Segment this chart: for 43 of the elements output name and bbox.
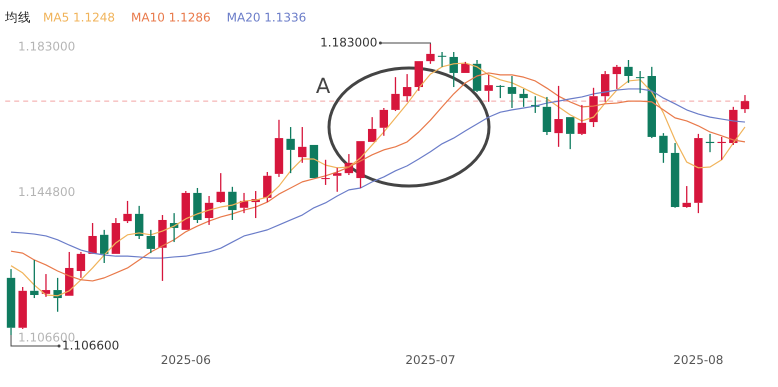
candlestick bbox=[310, 144, 318, 178]
candlestick bbox=[286, 126, 295, 174]
candlestick bbox=[648, 66, 656, 139]
legend: 均线 MA5 1.1248 MA10 1.1286 MA20 1.1336 bbox=[5, 9, 306, 24]
candlestick bbox=[368, 116, 376, 142]
candlestick bbox=[729, 106, 738, 146]
candlestick bbox=[333, 167, 342, 192]
candlestick bbox=[670, 142, 680, 208]
candlestick bbox=[146, 229, 156, 254]
candlestick bbox=[414, 61, 423, 92]
candlestick bbox=[228, 186, 237, 221]
candlestick bbox=[65, 251, 74, 296]
candlestick bbox=[612, 64, 622, 90]
candlestick bbox=[298, 126, 306, 164]
x-tick-label: 2025-08 bbox=[673, 353, 724, 367]
candlestick bbox=[112, 217, 120, 254]
candlestick bbox=[182, 190, 190, 230]
candlestick bbox=[100, 229, 108, 264]
candlestick bbox=[519, 88, 528, 108]
candlestick bbox=[461, 61, 470, 73]
candlestick bbox=[600, 70, 610, 103]
candlestick bbox=[694, 133, 703, 214]
y-tick-label: 1.183000 bbox=[18, 39, 76, 54]
annotation: A bbox=[316, 74, 331, 98]
candlestick bbox=[380, 107, 388, 136]
candlestick bbox=[508, 75, 516, 109]
candlestick bbox=[682, 185, 691, 208]
candlestick bbox=[484, 74, 493, 103]
candlestick bbox=[263, 171, 272, 203]
candlestick bbox=[566, 117, 574, 150]
annotation: 1.183000 bbox=[320, 35, 378, 50]
x-tick-label: 2025-06 bbox=[160, 353, 211, 367]
candlestick bbox=[216, 172, 225, 204]
y-tick-label: 1.144800 bbox=[18, 184, 76, 199]
candlestick bbox=[30, 259, 39, 299]
candlestick bbox=[554, 85, 563, 148]
candlestick bbox=[402, 73, 412, 103]
x-tick-label: 2025-07 bbox=[405, 353, 456, 367]
candlestick bbox=[578, 104, 586, 136]
candlestick bbox=[134, 205, 144, 240]
candlestick bbox=[88, 222, 97, 254]
candlestick bbox=[18, 286, 27, 330]
candlestick bbox=[450, 51, 458, 88]
